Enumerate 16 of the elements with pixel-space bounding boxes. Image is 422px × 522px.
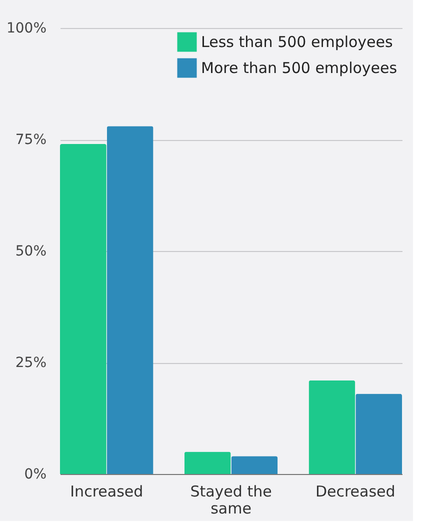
y-tick-label: 25% (15, 355, 46, 371)
x-tick-label: Increased (70, 482, 144, 500)
y-tick-label: 100% (6, 20, 46, 36)
legend-label: Less than 500 employees (201, 33, 394, 51)
bar (60, 144, 106, 474)
y-tick-label: 0% (24, 466, 46, 482)
bar (308, 380, 356, 474)
x-tick-label: Stayed the same (190, 482, 272, 518)
y-tick-label: 50% (15, 244, 46, 260)
bar (356, 394, 402, 474)
bar (184, 452, 231, 474)
legend-label: More than 500 employees (201, 59, 398, 77)
bar (106, 126, 154, 474)
bar (231, 456, 278, 474)
x-tick-label: Decreased (315, 482, 396, 500)
y-tick-label: 75% (15, 132, 46, 148)
